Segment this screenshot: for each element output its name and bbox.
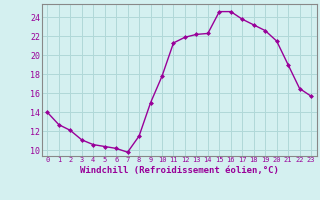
X-axis label: Windchill (Refroidissement éolien,°C): Windchill (Refroidissement éolien,°C) bbox=[80, 166, 279, 175]
